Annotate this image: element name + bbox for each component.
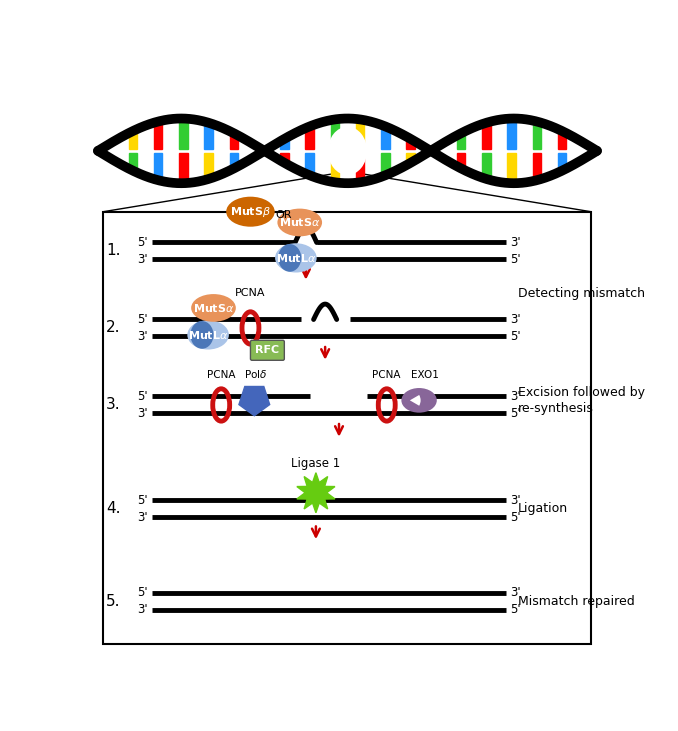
Bar (305, 127, 314, 149)
Text: 5': 5' (138, 390, 148, 403)
Bar (331, 154, 339, 182)
Bar (507, 119, 516, 149)
Bar (280, 140, 289, 149)
Bar (230, 134, 238, 149)
Text: 3': 3' (510, 313, 521, 326)
Bar (482, 154, 491, 179)
Text: Ligase 1: Ligase 1 (292, 457, 340, 469)
Wedge shape (410, 395, 420, 406)
Text: 3': 3' (510, 236, 521, 249)
Text: 5': 5' (510, 511, 521, 524)
Polygon shape (297, 473, 335, 512)
Ellipse shape (401, 388, 437, 413)
Bar (154, 122, 162, 149)
Bar (482, 124, 491, 149)
Bar (507, 154, 516, 183)
Bar (533, 122, 541, 149)
Bar (305, 154, 314, 175)
Bar (457, 134, 465, 149)
Text: MutS$\beta$: MutS$\beta$ (230, 205, 271, 219)
Text: 3': 3' (510, 586, 521, 599)
Ellipse shape (187, 320, 229, 349)
Text: MutS$\alpha$: MutS$\alpha$ (279, 216, 321, 229)
Ellipse shape (275, 243, 317, 273)
Text: 4.: 4. (106, 501, 121, 516)
Bar (381, 154, 390, 175)
Text: RFC: RFC (256, 345, 279, 355)
Text: 5': 5' (138, 494, 148, 507)
Bar (406, 154, 415, 163)
Text: Mismatch repaired: Mismatch repaired (517, 595, 635, 607)
Text: OR: OR (275, 210, 292, 220)
Ellipse shape (278, 244, 301, 272)
Bar (381, 127, 390, 149)
Text: PCNA: PCNA (372, 370, 401, 379)
Bar (129, 154, 137, 170)
Text: 3': 3' (138, 511, 148, 524)
Bar (558, 132, 566, 149)
Text: 3': 3' (138, 603, 148, 616)
Text: 5.: 5. (106, 594, 121, 609)
Text: 3': 3' (510, 494, 521, 507)
Bar (230, 154, 238, 168)
Text: 5': 5' (138, 313, 148, 326)
Text: EXO1: EXO1 (412, 370, 439, 379)
Bar (331, 120, 339, 149)
Text: 3.: 3. (106, 398, 121, 412)
Text: Excision followed by: Excision followed by (517, 386, 645, 399)
Text: MutS$\alpha$: MutS$\alpha$ (193, 302, 234, 314)
Bar (280, 154, 289, 163)
Text: 5': 5' (510, 407, 521, 420)
Ellipse shape (329, 128, 366, 174)
Ellipse shape (277, 208, 322, 236)
Text: 5': 5' (138, 586, 148, 599)
Text: 5': 5' (510, 253, 521, 266)
Bar (129, 132, 137, 149)
Bar (204, 154, 213, 179)
Bar (103, 212, 591, 645)
Bar (356, 154, 364, 182)
Text: 3': 3' (138, 253, 148, 266)
Text: 3': 3' (510, 390, 521, 403)
Text: 5': 5' (510, 603, 521, 616)
Text: 5': 5' (138, 236, 148, 249)
Bar (179, 154, 188, 183)
Bar (406, 140, 415, 149)
Text: MutL$\alpha$: MutL$\alpha$ (188, 329, 228, 341)
Bar (558, 154, 566, 170)
Bar (533, 154, 541, 180)
Bar (457, 154, 465, 168)
Text: 5': 5' (510, 330, 521, 343)
Text: PCNA: PCNA (235, 288, 266, 298)
Ellipse shape (191, 321, 214, 349)
Text: 3': 3' (138, 407, 148, 420)
Text: Ligation: Ligation (517, 502, 567, 515)
Text: Detecting mismatch: Detecting mismatch (517, 287, 645, 300)
Text: MutL$\alpha$: MutL$\alpha$ (275, 252, 316, 264)
Bar (356, 120, 364, 149)
Bar (204, 124, 213, 149)
FancyBboxPatch shape (250, 340, 284, 360)
Ellipse shape (226, 197, 275, 227)
Text: PCNA: PCNA (207, 370, 235, 379)
Text: 3': 3' (138, 330, 148, 343)
Ellipse shape (191, 294, 236, 322)
Text: Pol$\delta$: Pol$\delta$ (244, 368, 268, 379)
Bar (179, 119, 188, 149)
Text: 2.: 2. (106, 320, 121, 336)
Text: re-synthesis: re-synthesis (517, 402, 593, 415)
Bar (154, 154, 162, 180)
Text: 1.: 1. (106, 243, 121, 259)
